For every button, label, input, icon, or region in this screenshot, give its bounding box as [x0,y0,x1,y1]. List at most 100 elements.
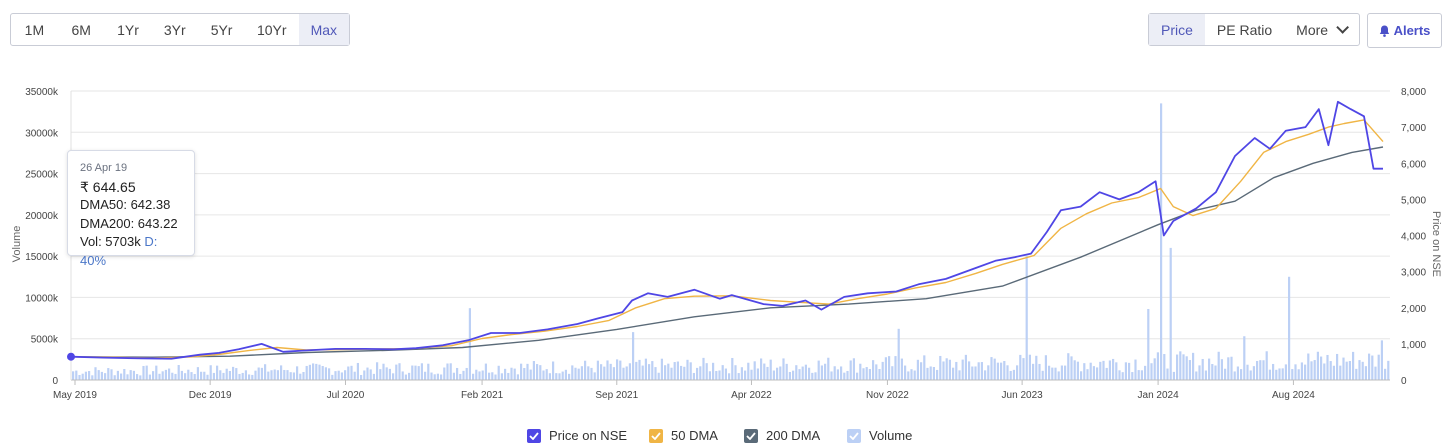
volume-bar [1208,358,1211,380]
volume-bar [1156,352,1159,380]
volume-bar [520,363,523,380]
volume-bar [1355,368,1358,380]
range-1m-button[interactable]: 1M [24,21,45,38]
x-tick-label: May 2019 [53,390,97,401]
volume-bar [926,367,929,380]
volume-bar [446,363,449,380]
volume-bar [1016,365,1019,380]
legend-dma200-label: 200 DMA [766,428,821,443]
volume-bar [286,370,289,380]
volume-bars [72,103,1390,380]
volume-bar [1035,355,1038,380]
volume-bar [558,373,561,380]
volume-bar [1339,365,1342,380]
range-5yr-button[interactable]: 5Yr [210,21,233,38]
volume-bar [571,365,574,380]
volume-bar [1294,364,1297,380]
range-10yr-button[interactable]: 10Yr [256,21,287,38]
volume-bar [1096,367,1099,380]
volume-bar [1121,372,1124,380]
volume-bar [299,373,302,380]
volume-bar [907,371,910,380]
volume-bar [372,373,375,380]
volume-bar [587,366,590,380]
volume-bar [1262,360,1265,380]
pe-ratio-tab[interactable]: PE Ratio [1216,21,1273,38]
volume-bar [1326,354,1329,380]
volume-bar [107,368,110,380]
volume-bar [433,374,436,380]
volume-bar [379,369,382,380]
volume-bar [462,370,465,380]
volume-bar [622,367,625,380]
volume-bar [180,370,183,380]
tooltip-vol-value: Vol: 5703k [80,234,141,249]
volume-bar [740,367,743,380]
range-6m-button[interactable]: 6M [71,21,91,38]
volume-bar [1105,367,1108,380]
volume-bar [1374,366,1377,380]
volume-bar [1166,368,1169,380]
volume-bar [523,367,526,380]
volume-bar [1352,351,1355,380]
range-max-button[interactable]: Max [298,14,350,45]
volume-bar [737,373,740,380]
range-3yr-button[interactable]: 3Yr [163,21,186,38]
volume-bar [996,362,999,380]
volume-bar [894,356,897,380]
volume-bar [734,365,737,380]
y-left-tick-label: 10000k [25,293,59,304]
checkbox-dma50[interactable] [649,428,663,443]
volume-bar [312,363,315,380]
volume-bar [1377,354,1380,380]
x-tick-label: Apr 2022 [731,390,772,401]
x-tick-label: Jun 2023 [1002,390,1044,401]
volume-bar [977,362,980,380]
volume-bar [392,373,395,380]
volume-bar [1108,360,1111,380]
volume-bar [1044,355,1047,380]
volume-bar [356,362,359,380]
volume-bar [385,367,388,380]
volume-bar [145,365,148,380]
range-selector: 1M 6M 1Yr 3Yr 5Yr 10Yr Max [10,13,350,46]
volume-bar [152,371,155,380]
price-tab[interactable]: Price [1149,14,1205,45]
volume-bar [766,366,769,380]
price-chart[interactable]: 0 5000k 10000k 15000k 20000k 25000k 30000k 3500… [0,0,1456,420]
volume-bar [993,358,996,380]
volume-bar [929,366,932,380]
volume-bar [760,358,763,380]
volume-bar [1073,360,1076,380]
alerts-button[interactable]: Alerts [1367,13,1442,48]
volume-bar [644,358,647,380]
y-right-tick-label: 3,000 [1401,268,1426,279]
legend-volume[interactable]: Volume [847,428,912,443]
volume-bar [353,371,356,380]
volume-bar [923,355,926,380]
volume-bar [347,366,350,380]
volume-bar [968,361,971,380]
volume-bar [1275,369,1278,380]
volume-bar [283,369,286,380]
range-1yr-button[interactable]: 1Yr [117,21,139,38]
volume-bar [1019,354,1022,380]
checkbox-volume[interactable] [847,428,861,443]
checkbox-dma200[interactable] [744,428,758,443]
volume-bar [161,371,164,380]
volume-bar [472,373,475,380]
legend-price[interactable]: Price on NSE [527,428,627,443]
legend-dma50[interactable]: 50 DMA [649,428,718,443]
volume-bar [814,372,817,380]
checkbox-price[interactable] [527,428,541,443]
volume-bar [811,372,814,380]
volume-bar [590,367,593,380]
volume-bar [1364,366,1367,380]
series-line-200-dma [70,146,1384,358]
volume-bar [452,372,455,380]
legend-dma200[interactable]: 200 DMA [744,428,820,443]
volume-bar [865,367,868,380]
more-dropdown[interactable]: More [1284,14,1357,45]
volume-bar [1057,371,1060,380]
volume-bar [100,371,103,380]
